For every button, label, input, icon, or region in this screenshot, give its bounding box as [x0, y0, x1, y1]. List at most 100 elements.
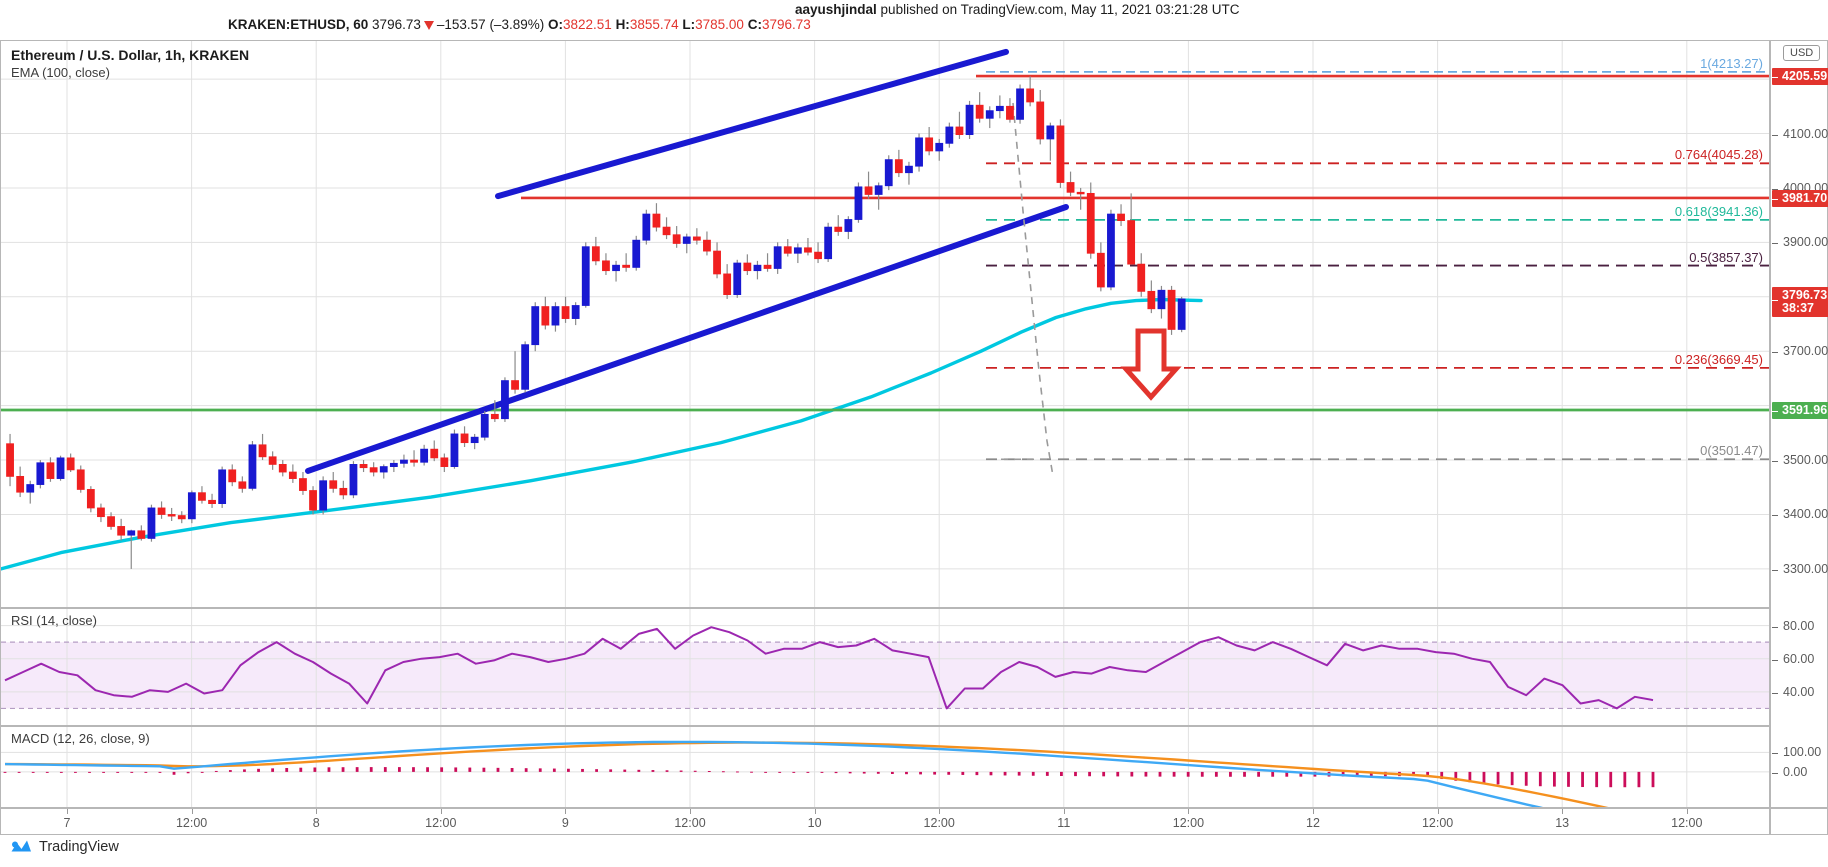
last-price: 3796.73: [372, 17, 421, 32]
tick-mark: [1772, 626, 1778, 628]
time-tick-mark: [939, 809, 941, 814]
tick-mark: [1772, 198, 1778, 200]
badge-value: 4205.59: [1782, 69, 1828, 84]
fib-label-0-764: 0.764(4045.28): [1674, 147, 1763, 163]
change-abs: –153.57: [436, 17, 486, 32]
time-axis[interactable]: 7 12:00 8 12:00 9 12:00 10 12:00 11 12:00 12 12:00 1…: [0, 808, 1770, 835]
time-tick: 12:00: [923, 816, 955, 830]
time-tick-mark: [67, 809, 68, 814]
macd-pane[interactable]: MACD (12, 26, close, 9): [0, 726, 1770, 808]
time-tick: 9: [561, 816, 569, 830]
time-tick: 10: [807, 816, 822, 830]
tick-mark: [1772, 134, 1778, 136]
low-value: 3785.00: [695, 17, 744, 32]
time-tick-mark: [440, 809, 442, 814]
time-tick-mark: [1313, 809, 1314, 814]
tick-mark: [1772, 515, 1778, 517]
time-tick: 12:00: [674, 816, 706, 830]
fib-label-0-5: 0.5(3857.37): [1689, 249, 1763, 265]
unit-pill[interactable]: USD: [1783, 45, 1821, 61]
time-tick-mark: [1437, 809, 1439, 814]
price-badge-3591-96[interactable]: 3591.96: [1772, 402, 1828, 419]
time-tick-mark: [1562, 809, 1564, 814]
price-axis[interactable]: USD 4100.00 4000.00 3900.00 3700.00 3500.00 3…: [1770, 40, 1828, 808]
fib-label-0-618: 0.618(3941.36): [1674, 203, 1763, 219]
badge-value: 3591.96: [1782, 403, 1828, 417]
price-tick: 3700.00: [1783, 344, 1828, 359]
axis-corner: [1770, 808, 1828, 835]
price-tick: 3500.00: [1783, 453, 1828, 468]
rsi-plot[interactable]: [1, 609, 1769, 725]
published-text: published on TradingView.com, May 11, 20…: [880, 2, 1240, 17]
open-label: O:: [547, 17, 563, 32]
macd-tick: 0.00: [1783, 764, 1808, 779]
fib-label-0-236: 0.236(3669.45): [1674, 351, 1763, 367]
triangle-down-icon: [423, 21, 434, 30]
time-tick-mark: [814, 809, 816, 814]
price-badge-3796-73[interactable]: 3796.73 38:37: [1772, 286, 1828, 317]
time-tick-mark: [565, 809, 567, 814]
time-tick: 12:00: [175, 816, 208, 830]
tick-mark: [1772, 352, 1778, 354]
price-badge-3981-70[interactable]: 3981.70: [1772, 189, 1828, 207]
high-label: H:: [615, 17, 630, 32]
tick-mark: [1772, 243, 1778, 245]
time-tick: 13: [1555, 816, 1570, 830]
time-tick-mark: [1188, 809, 1190, 814]
publication-line: aayushjindal published on TradingView.co…: [795, 2, 1240, 17]
macd-plot[interactable]: [1, 727, 1769, 807]
tick-mark: [1772, 659, 1778, 661]
tick-mark: [1772, 692, 1778, 694]
quote-line: KRAKEN:ETHUSD, 60 3796.73 –153.57 (–3.89%…: [228, 17, 811, 32]
time-tick-mark: [1686, 809, 1688, 814]
time-tick-mark: [316, 809, 318, 814]
price-tick: 3900.00: [1783, 235, 1828, 250]
tick-mark: [1772, 753, 1778, 755]
time-tick-mark: [1063, 809, 1065, 814]
symbol-label: KRAKEN:ETHUSD, 60: [228, 17, 369, 32]
price-tick: 3300.00: [1783, 561, 1828, 576]
time-tick: 12:00: [1421, 816, 1454, 830]
brand-label: TradingView: [39, 839, 119, 855]
high-value: 3855.74: [629, 17, 679, 32]
chart-header: aayushjindal published on TradingView.co…: [0, 0, 1828, 33]
rsi-tick: 60.00: [1783, 651, 1815, 666]
tradingview-logo-icon: [11, 840, 31, 852]
time-tick-mark: [690, 809, 691, 814]
tick-mark: [1772, 299, 1778, 301]
close-value: 3796.73: [761, 17, 811, 32]
price-tick: 4100.00: [1783, 126, 1828, 141]
macd-tick: 100.00: [1783, 745, 1822, 760]
price-badge-4205-59[interactable]: 4205.59: [1772, 68, 1828, 86]
tick-mark: [1772, 569, 1778, 571]
tick-mark: [1772, 411, 1778, 412]
time-tick: 11: [1057, 816, 1071, 830]
time-tick: 12:00: [425, 816, 457, 830]
fib-label-1: 1(4213.27): [1700, 55, 1763, 71]
change-pct: (–3.89%): [489, 17, 545, 32]
time-tick: 12: [1306, 816, 1320, 830]
low-label: L:: [682, 17, 696, 32]
time-tick: 7: [63, 816, 71, 830]
price-pane[interactable]: Ethereum / U.S. Dollar, 1h, KRAKEN EMA (…: [0, 40, 1770, 608]
badge-countdown: 38:37: [1782, 300, 1814, 315]
author-name: aayushjindal: [795, 2, 877, 17]
tick-mark: [1772, 77, 1778, 79]
open-value: 3822.51: [562, 17, 612, 32]
tick-mark: [1772, 188, 1778, 190]
fib-label-0: 0(3501.47): [1700, 443, 1763, 459]
rsi-tick: 80.00: [1783, 618, 1815, 633]
price-plot[interactable]: [1, 41, 1769, 607]
footer: TradingView: [10, 838, 119, 856]
time-tick: 12:00: [1172, 816, 1205, 830]
time-tick-mark: [191, 809, 193, 814]
tick-mark: [1772, 772, 1778, 774]
time-tick: 8: [312, 816, 320, 830]
rsi-tick: 40.00: [1783, 684, 1815, 699]
badge-value: 3981.70: [1782, 190, 1828, 205]
tick-mark: [1772, 461, 1778, 463]
rsi-pane[interactable]: RSI (14, close): [0, 608, 1770, 726]
close-label: C:: [747, 17, 762, 32]
badge-value: 3796.73: [1782, 287, 1828, 302]
